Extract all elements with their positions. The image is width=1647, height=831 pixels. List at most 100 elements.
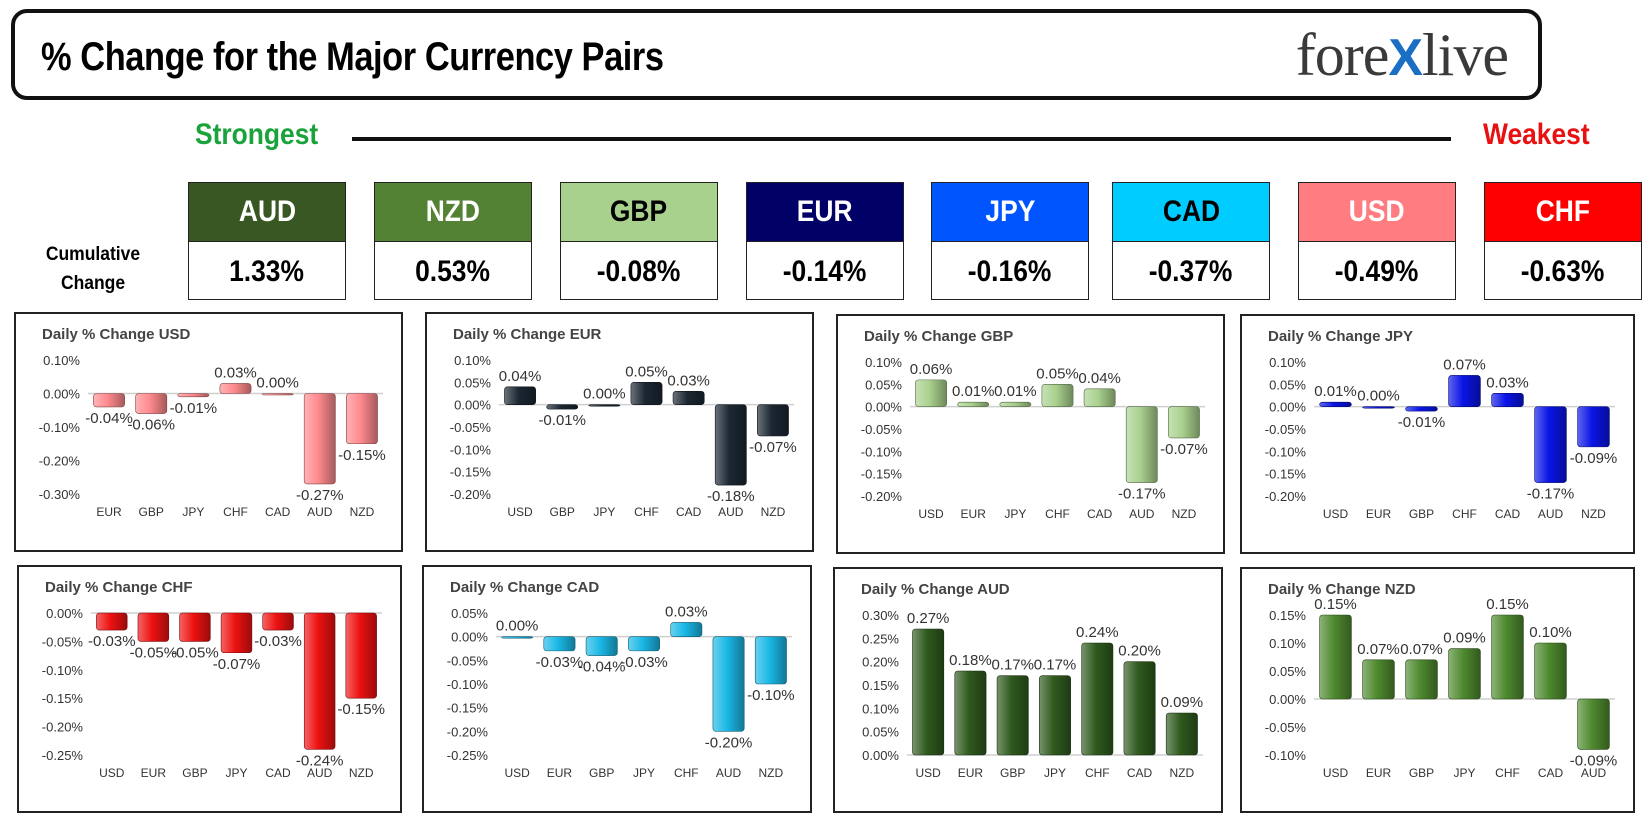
data-label: -0.24% [296, 752, 344, 769]
x-category-label: JPY [182, 505, 204, 519]
data-label: 0.07% [1443, 356, 1486, 373]
y-tick-label: 0.05% [865, 377, 902, 392]
forexlive-logo: foreXlive [1296, 22, 1509, 90]
chart-panel-6: Daily % Change CAD 0.05% 0.00% -0.05% -0.10%… [422, 565, 812, 813]
bar-gbp [1405, 659, 1438, 700]
currency-name: NZD [375, 183, 531, 242]
currency-cumulative-value: -0.16% [932, 242, 1088, 301]
bar-jpy [177, 393, 210, 398]
x-category-label: EUR [958, 766, 984, 780]
y-tick-label: -0.20% [861, 489, 903, 504]
y-tick-label: -0.05% [861, 422, 903, 437]
x-category-label: CAD [1087, 507, 1113, 521]
data-label: -0.04% [85, 410, 133, 427]
currency-name: USD [1299, 183, 1455, 242]
currency-name: CHF [1485, 183, 1641, 242]
currency-name-text: AUD [238, 195, 296, 228]
data-label: 0.07% [1357, 641, 1400, 658]
x-category-label: AUD [307, 505, 333, 519]
weakest-label: Weakest [1483, 118, 1590, 151]
data-label: -0.05% [171, 644, 219, 661]
bar-aud [1534, 406, 1567, 483]
data-label: 0.10% [1529, 624, 1572, 641]
chart-title: Daily % Change CAD [450, 579, 600, 596]
data-label: 0.04% [499, 368, 542, 385]
currency-value-text: -0.08% [597, 254, 681, 288]
chart-svg: 0.30% 0.25% 0.20% 0.15% 0.10% 0.05% 0.00% 0.27%… [862, 608, 1203, 780]
x-category-label: USD [504, 766, 530, 780]
currency-value-text: -0.14% [783, 254, 867, 288]
bar-chf [630, 382, 663, 405]
chart-panel-4: Daily % Change JPY 0.10% 0.05% 0.00% -0.05% -… [1240, 314, 1635, 554]
currency-box-eur: EUR -0.14% [746, 182, 904, 300]
chart-panel-3: Daily % Change GBP 0.10% 0.05% 0.00% -0.05% -… [836, 314, 1225, 554]
y-tick-label: -0.05% [1265, 720, 1307, 735]
data-label: -0.01% [538, 412, 586, 429]
data-label: -0.09% [1570, 450, 1618, 467]
x-category-label: AUD [1581, 766, 1607, 780]
bar-chf [1448, 375, 1481, 407]
data-label: 0.27% [907, 610, 950, 627]
bar-eur [543, 636, 576, 652]
y-tick-label: 0.00% [43, 387, 80, 402]
currency-name-text: GBP [610, 195, 668, 228]
x-category-label: USD [1323, 507, 1349, 521]
y-tick-label: -0.10% [447, 677, 489, 692]
currency-name: AUD [189, 183, 345, 242]
x-category-label: CHF [1085, 766, 1110, 780]
x-category-label: NZD [759, 766, 784, 780]
data-label: 0.20% [1118, 643, 1161, 660]
y-tick-label: -0.10% [450, 442, 492, 457]
data-label: -0.03% [620, 654, 668, 671]
y-tick-label: -0.20% [447, 724, 489, 739]
currency-cumulative-value: -0.63% [1485, 242, 1641, 301]
x-category-label: GBP [589, 766, 614, 780]
currency-name-text: EUR [797, 195, 853, 228]
data-label: 0.05% [625, 363, 668, 380]
data-label: 0.00% [256, 375, 299, 392]
bar-aud [1125, 406, 1158, 483]
x-category-label: CAD [1495, 507, 1521, 521]
currency-value-text: 1.33% [229, 254, 305, 288]
bar-eur [137, 612, 170, 642]
bar-aud [712, 636, 745, 732]
currency-name-text: CHF [1535, 195, 1591, 228]
x-category-label: AUD [1129, 507, 1155, 521]
data-label: 0.17% [991, 657, 1034, 674]
currency-value-text: -0.37% [1149, 254, 1233, 288]
chart-svg: 0.00% -0.05% -0.10% -0.15% -0.20% -0.25% -0.03… [42, 606, 385, 780]
bar-eur [1362, 659, 1395, 700]
data-label: 0.00% [583, 386, 626, 403]
bar-cad [1534, 642, 1567, 700]
y-tick-label: -0.20% [1265, 489, 1307, 504]
data-label: 0.17% [1034, 657, 1077, 674]
chart-title: Daily % Change JPY [1268, 328, 1414, 345]
bar-usd [1319, 401, 1352, 407]
chart-svg: 0.10% 0.00% -0.10% -0.20% -0.30% -0.04% EUR -0.… [39, 353, 386, 519]
x-category-label: AUD [718, 505, 744, 519]
cumulative-label-line1: Cumulative [45, 244, 141, 265]
logo-right: live [1422, 22, 1509, 88]
data-label: 0.03% [665, 603, 708, 620]
y-tick-label: 0.10% [43, 353, 80, 368]
data-label: -0.07% [1160, 441, 1208, 458]
data-label: -0.01% [170, 400, 218, 417]
x-category-label: NZD [350, 505, 375, 519]
currency-value-text: 0.53% [415, 254, 491, 288]
x-category-label: JPY [1453, 766, 1475, 780]
bar-nzd [1577, 406, 1610, 448]
bar-gbp [179, 612, 211, 642]
x-category-label: CHF [1495, 766, 1520, 780]
y-tick-label: 0.00% [451, 630, 488, 645]
x-category-label: CAD [1127, 766, 1153, 780]
x-category-label: EUR [1366, 766, 1392, 780]
bar-nzd [346, 393, 378, 445]
y-tick-label: -0.15% [42, 691, 84, 706]
y-tick-label: 0.00% [1269, 400, 1306, 415]
data-label: -0.09% [1570, 752, 1618, 769]
y-tick-label: 0.30% [862, 608, 899, 623]
x-category-label: NZD [1172, 507, 1197, 521]
bar-aud [1577, 698, 1610, 750]
x-category-label: JPY [1044, 766, 1066, 780]
y-tick-label: 0.05% [862, 725, 899, 740]
